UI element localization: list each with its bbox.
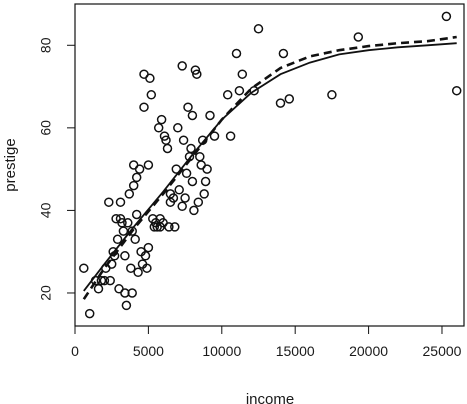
data-point [79,263,89,273]
data-point [180,193,190,203]
x-axis: 0 5000 10000 15000 20000 25000 [71,325,462,359]
data-point [202,164,212,174]
x-tick-label: 20000 [349,343,388,359]
data-point [195,151,205,162]
data-point [123,218,133,228]
data-point [96,275,107,286]
data-point [105,275,115,286]
y-tick-label: 80 [38,37,54,53]
data-point [127,288,137,298]
data-point [199,189,209,199]
data-point [231,48,242,59]
y-tick-label: 40 [38,202,54,218]
x-tick-label: 25000 [423,343,462,359]
data-point [124,189,135,199]
data-point [121,300,132,311]
x-tick-label: 15000 [276,343,315,359]
data-point [143,160,154,170]
data-point [168,193,179,203]
data-point [164,222,174,232]
y-tick-label: 60 [38,120,54,136]
data-point [99,275,110,286]
data-point [170,222,180,232]
data-point [115,197,126,207]
data-point [278,48,289,59]
data-point [149,222,160,232]
data-point [177,201,187,212]
data-point [178,135,189,145]
data-point [142,263,152,273]
data-point [275,98,286,108]
data-point [441,11,452,22]
data-point [189,205,199,216]
data-point [127,226,137,236]
data-point [139,102,149,112]
data-point [225,131,236,141]
fit-lines [82,35,457,300]
data-point [118,226,129,236]
data-point [209,131,220,141]
data-point [115,213,126,224]
x-tick-label: 5000 [133,343,164,359]
data-point [187,176,198,187]
data-point [181,168,192,179]
data-point [128,180,139,191]
data-point [133,267,143,278]
data-point [112,234,123,245]
data-point [131,209,142,220]
data-point [186,143,196,154]
data-point [200,176,211,187]
data-points [79,11,462,319]
data-point [130,234,140,245]
data-point [190,65,201,75]
data-point [222,90,233,100]
data-point [162,143,173,154]
data-point [146,90,157,100]
data-point [183,102,193,112]
data-point [192,69,202,79]
data-point [237,69,248,79]
data-point [153,123,164,133]
x-tick-label: 0 [71,343,79,359]
y-axis-title: prestige [2,138,19,191]
data-point [120,251,130,261]
plot-frame [74,3,465,327]
data-point [93,284,104,294]
data-point [234,85,245,96]
data-point [253,24,264,34]
x-axis-title: income [246,391,294,404]
x-tick-label: 10000 [202,343,241,359]
data-point [145,73,155,84]
data-point [187,110,198,121]
data-point [159,131,170,141]
data-point [205,110,215,121]
data-point [143,242,154,253]
data-point [327,90,337,100]
data-point [353,32,364,42]
data-point [193,197,204,207]
dashed-fit-line [82,35,457,300]
data-point [126,263,136,273]
data-point [84,308,95,319]
data-point [156,114,167,125]
data-point [134,164,145,174]
data-point [174,185,184,195]
data-point [284,94,295,104]
data-point [177,61,187,71]
data-point [104,197,114,207]
data-point [173,123,183,133]
y-axis: 20 40 60 80 [38,37,76,301]
solid-fit-line [83,42,457,292]
data-point [140,251,151,261]
y-tick-label: 20 [38,285,54,301]
data-point [451,85,462,96]
data-point [131,172,142,183]
